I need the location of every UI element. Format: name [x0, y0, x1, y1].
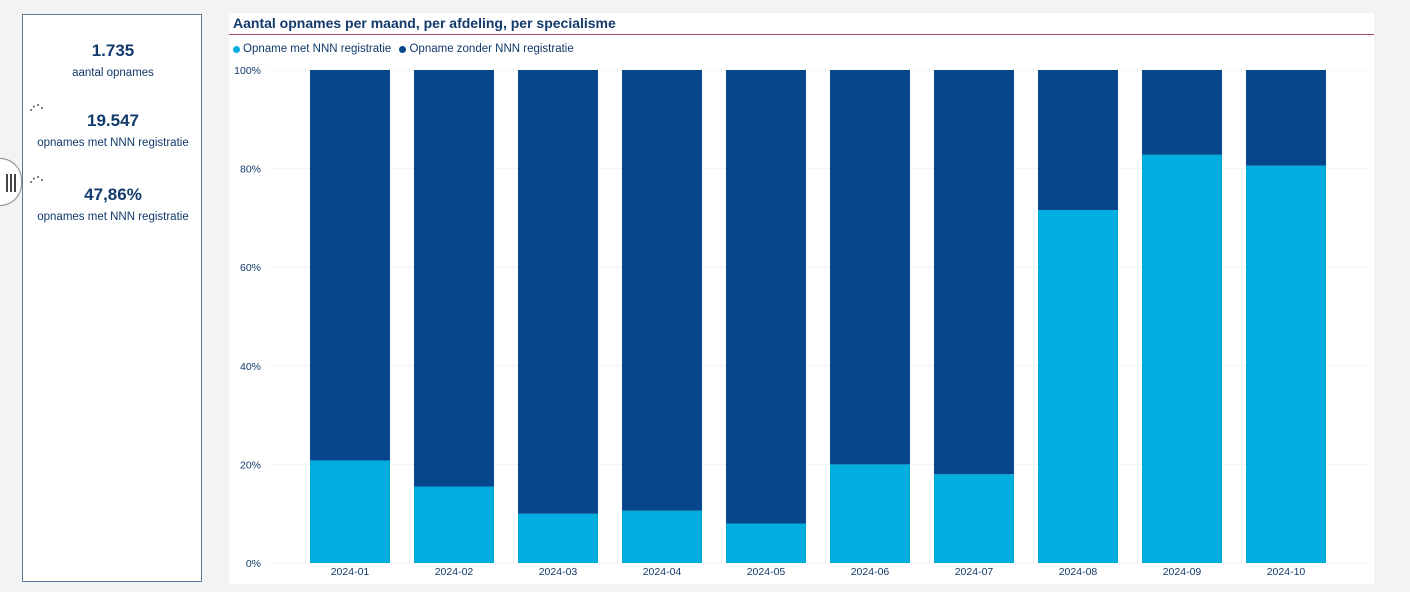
kpi-admissions-with-nnn[interactable]: 19.547 opnames met NNN registratie	[23, 111, 203, 151]
bar-segment-without-nnn[interactable]	[310, 70, 390, 461]
bar-segment-with-nnn[interactable]	[830, 464, 910, 563]
x-tick-label: 2024-04	[643, 566, 682, 578]
bar-segment-with-nnn[interactable]	[934, 474, 1014, 563]
loading-dots-icon	[30, 104, 43, 111]
y-tick-label: 0%	[246, 558, 261, 570]
bar-segment-with-nnn[interactable]	[518, 513, 598, 563]
legend-label: Opname met NNN registratie	[243, 43, 392, 55]
x-tick-label: 2024-07	[955, 566, 994, 578]
legend-label: Opname zonder NNN registratie	[409, 43, 574, 55]
kpi-label: opnames met NNN registratie	[37, 211, 189, 223]
loading-dots-icon	[30, 176, 43, 183]
bar-segment-without-nnn[interactable]	[414, 70, 494, 487]
bar-segment-without-nnn[interactable]	[622, 70, 702, 511]
filter-pane-toggle[interactable]	[0, 158, 22, 206]
kpi-label: aantal opnames	[72, 67, 154, 79]
bar-segment-without-nnn[interactable]	[934, 70, 1014, 475]
chart-legend: Opname met NNN registratie Opname zonder…	[233, 43, 579, 56]
bar-segment-with-nnn[interactable]	[1038, 210, 1118, 563]
bar-segment-without-nnn[interactable]	[726, 70, 806, 524]
legend-dot-icon	[399, 45, 407, 53]
bar-segment-with-nnn[interactable]	[622, 510, 702, 563]
y-tick-label: 100%	[234, 65, 261, 77]
bar-segment-with-nnn[interactable]	[414, 486, 494, 563]
y-tick-label: 40%	[240, 361, 261, 373]
bar-segment-with-nnn[interactable]	[726, 523, 806, 563]
y-tick-label: 20%	[240, 459, 261, 471]
x-tick-label: 2024-06	[851, 566, 890, 578]
chart-visual[interactable]: Aantal opnames per maand, per afdeling, …	[229, 13, 1374, 584]
legend-item-with-nnn[interactable]: Opname met NNN registratie	[233, 43, 391, 55]
bar-segment-with-nnn[interactable]	[310, 460, 390, 563]
kpi-value: 1.735	[91, 41, 135, 60]
bar-segment-with-nnn[interactable]	[1246, 165, 1326, 563]
kpi-label: opnames met NNN registratie	[37, 137, 189, 149]
kpi-value: 19.547	[87, 111, 139, 130]
vertical-bars-icon	[6, 174, 16, 192]
legend-item-without-nnn[interactable]: Opname zonder NNN registratie	[399, 43, 574, 55]
y-tick-label: 60%	[240, 262, 261, 274]
bar-segment-without-nnn[interactable]	[518, 70, 598, 514]
title-divider	[229, 34, 1374, 35]
kpi-total-admissions[interactable]: 1.735 aantal opnames	[23, 41, 203, 81]
y-tick-label: 80%	[240, 164, 261, 176]
x-tick-label: 2024-09	[1163, 566, 1202, 578]
x-tick-label: 2024-01	[331, 566, 370, 578]
x-tick-label: 2024-10	[1267, 566, 1306, 578]
legend-dot-icon	[233, 45, 240, 53]
kpi-card: 1.735 aantal opnames 19.547 opnames met …	[22, 14, 202, 582]
kpi-value: 47,86%	[84, 185, 142, 204]
bar-segment-with-nnn[interactable]	[1142, 154, 1222, 563]
chart-plot-area: 0% 20% 40% 60% 80% 100% 2024-01 2024-02 2024-03 2…	[234, 65, 1369, 578]
chart-title: Aantal opnames per maand, per afdeling, …	[233, 15, 616, 31]
kpi-percentage-with-nnn[interactable]: 47,86% opnames met NNN registratie	[23, 185, 203, 225]
x-tick-label: 2024-05	[747, 566, 786, 578]
bar-segment-without-nnn[interactable]	[1142, 70, 1222, 155]
x-tick-label: 2024-03	[539, 566, 578, 578]
bar-segment-without-nnn[interactable]	[1038, 70, 1118, 211]
bar-segment-without-nnn[interactable]	[1246, 70, 1326, 166]
x-tick-label: 2024-08	[1059, 566, 1098, 578]
bar-segment-without-nnn[interactable]	[830, 70, 910, 465]
x-tick-label: 2024-02	[435, 566, 474, 578]
